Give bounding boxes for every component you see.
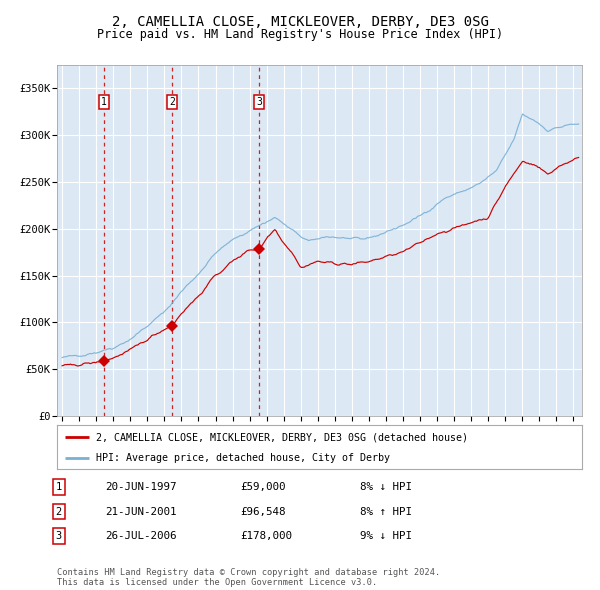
Text: 2: 2 [56,507,62,516]
Text: HPI: Average price, detached house, City of Derby: HPI: Average price, detached house, City… [97,453,391,463]
Text: 2, CAMELLIA CLOSE, MICKLEOVER, DERBY, DE3 0SG: 2, CAMELLIA CLOSE, MICKLEOVER, DERBY, DE… [112,15,488,29]
Text: 9% ↓ HPI: 9% ↓ HPI [360,532,412,541]
Text: 3: 3 [56,532,62,541]
Text: 3: 3 [256,97,262,107]
Text: £59,000: £59,000 [240,482,286,491]
Text: 8% ↑ HPI: 8% ↑ HPI [360,507,412,516]
Text: 1: 1 [56,482,62,491]
Text: Contains HM Land Registry data © Crown copyright and database right 2024.
This d: Contains HM Land Registry data © Crown c… [57,568,440,587]
Text: 8% ↓ HPI: 8% ↓ HPI [360,482,412,491]
Text: Price paid vs. HM Land Registry's House Price Index (HPI): Price paid vs. HM Land Registry's House … [97,28,503,41]
Text: 26-JUL-2006: 26-JUL-2006 [105,532,176,541]
Text: 2, CAMELLIA CLOSE, MICKLEOVER, DERBY, DE3 0SG (detached house): 2, CAMELLIA CLOSE, MICKLEOVER, DERBY, DE… [97,432,469,442]
Text: £96,548: £96,548 [240,507,286,516]
Text: 1: 1 [101,97,107,107]
Text: £178,000: £178,000 [240,532,292,541]
Text: 20-JUN-1997: 20-JUN-1997 [105,482,176,491]
Text: 21-JUN-2001: 21-JUN-2001 [105,507,176,516]
Text: 2: 2 [169,97,175,107]
